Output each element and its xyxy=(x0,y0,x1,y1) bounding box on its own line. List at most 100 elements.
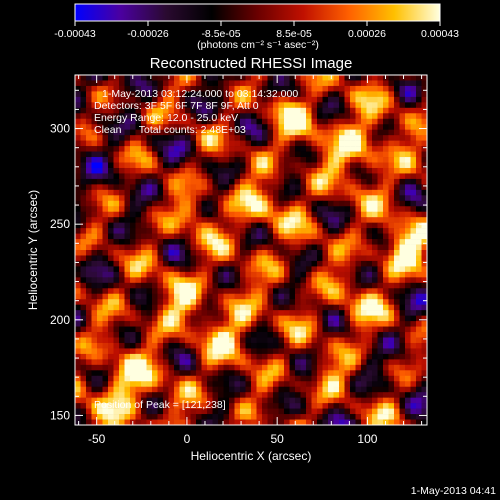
heatmap-cell xyxy=(179,189,186,196)
heatmap-cell xyxy=(97,370,103,377)
heatmap-cell xyxy=(350,233,356,240)
heatmap-cell xyxy=(366,151,373,158)
heatmap-cell xyxy=(267,195,274,202)
heatmap-cell xyxy=(289,250,296,256)
heatmap-cell xyxy=(311,381,318,388)
heatmap-cell xyxy=(421,299,427,305)
heatmap-cell xyxy=(240,293,246,300)
heatmap-cell xyxy=(75,315,81,322)
heatmap-cell xyxy=(108,124,114,130)
heatmap-cell xyxy=(317,96,323,103)
heatmap-cell xyxy=(377,173,384,180)
heatmap-cell xyxy=(185,386,191,393)
heatmap-cell xyxy=(135,107,142,114)
heatmap-cell xyxy=(377,370,384,377)
heatmap-cell xyxy=(350,75,356,81)
heatmap-cell xyxy=(97,337,103,344)
heatmap-cell xyxy=(289,337,296,344)
heatmap-cell xyxy=(97,113,103,120)
heatmap-cell xyxy=(130,157,136,163)
heatmap-cell xyxy=(284,244,290,251)
heatmap-cell xyxy=(344,75,351,81)
heatmap-cell xyxy=(355,250,362,256)
heatmap-cell xyxy=(328,370,334,377)
heatmap-cell xyxy=(344,359,351,366)
heatmap-cell xyxy=(201,310,208,316)
heatmap-cell xyxy=(273,178,279,185)
heatmap-cell xyxy=(366,293,373,300)
heatmap-cell xyxy=(108,260,114,267)
heatmap-cell xyxy=(102,386,109,393)
heatmap-cell xyxy=(322,332,329,338)
heatmap-cell xyxy=(75,375,81,382)
heatmap-cell xyxy=(405,321,411,327)
heatmap-cell xyxy=(355,353,362,360)
heatmap-cell xyxy=(196,326,202,333)
heatmap-cell xyxy=(141,271,147,278)
heatmap-cell xyxy=(174,222,180,229)
heatmap-cell xyxy=(229,75,235,81)
heatmap-cell xyxy=(108,222,114,229)
heatmap-cell xyxy=(201,228,208,234)
heatmap-cell xyxy=(267,260,274,267)
heatmap-cell xyxy=(218,113,224,120)
heatmap-cell xyxy=(256,260,263,267)
heatmap-cell xyxy=(267,321,274,327)
heatmap-cell xyxy=(421,151,427,158)
heatmap-cell xyxy=(91,321,98,327)
heatmap-cell xyxy=(174,151,180,158)
heatmap-cell xyxy=(416,342,422,349)
heatmap-cell xyxy=(130,403,136,409)
heatmap-cell xyxy=(289,293,296,300)
heatmap-cell xyxy=(130,178,136,185)
heatmap-cell xyxy=(322,381,329,388)
heatmap-cell xyxy=(350,419,356,425)
heatmap-cell xyxy=(350,146,356,152)
heatmap-cell xyxy=(339,211,345,218)
heatmap-cell xyxy=(295,381,301,388)
heatmap-cell xyxy=(289,348,296,355)
heatmap-cell xyxy=(372,195,378,202)
heatmap-cell xyxy=(350,140,356,147)
heatmap-cell xyxy=(146,293,153,300)
heatmap-cell xyxy=(377,113,384,120)
heatmap-cell xyxy=(113,200,120,207)
heatmap-cell xyxy=(113,102,120,109)
heatmap-cell xyxy=(86,151,92,158)
heatmap-cell xyxy=(146,299,153,305)
heatmap-cell xyxy=(267,222,274,229)
heatmap-cell xyxy=(388,189,395,196)
heatmap-cell xyxy=(405,102,411,109)
heatmap-cell xyxy=(339,348,345,355)
heatmap-cell xyxy=(196,375,202,382)
heatmap-cell xyxy=(306,414,312,420)
heatmap-cell xyxy=(306,195,312,202)
heatmap-cell xyxy=(256,189,263,196)
heatmap-cell xyxy=(405,277,411,284)
heatmap-cell xyxy=(421,293,427,300)
heatmap-cell xyxy=(97,260,103,267)
heatmap-cell xyxy=(333,129,340,136)
heatmap-cell xyxy=(289,288,296,295)
heatmap-cell xyxy=(119,277,125,284)
heatmap-cell xyxy=(108,178,114,185)
heatmap-cell xyxy=(152,91,158,98)
heatmap-cell xyxy=(322,96,329,103)
heatmap-cell xyxy=(218,140,224,147)
heatmap-cell xyxy=(141,129,147,136)
heatmap-cell xyxy=(108,299,114,305)
heatmap-cell xyxy=(350,200,356,207)
heatmap-cell xyxy=(267,102,274,109)
heatmap-cell xyxy=(284,200,290,207)
heatmap-cell xyxy=(135,414,142,420)
heatmap-cell xyxy=(130,96,136,103)
heatmap-cell xyxy=(289,397,296,404)
heatmap-cell xyxy=(80,189,87,196)
heatmap-cell xyxy=(251,375,257,382)
heatmap-cell xyxy=(366,315,373,322)
heatmap-cell xyxy=(80,135,87,141)
heatmap-cell xyxy=(174,293,180,300)
heatmap-cell xyxy=(135,189,142,196)
heatmap-cell xyxy=(245,255,252,262)
heatmap-cell xyxy=(361,260,367,267)
